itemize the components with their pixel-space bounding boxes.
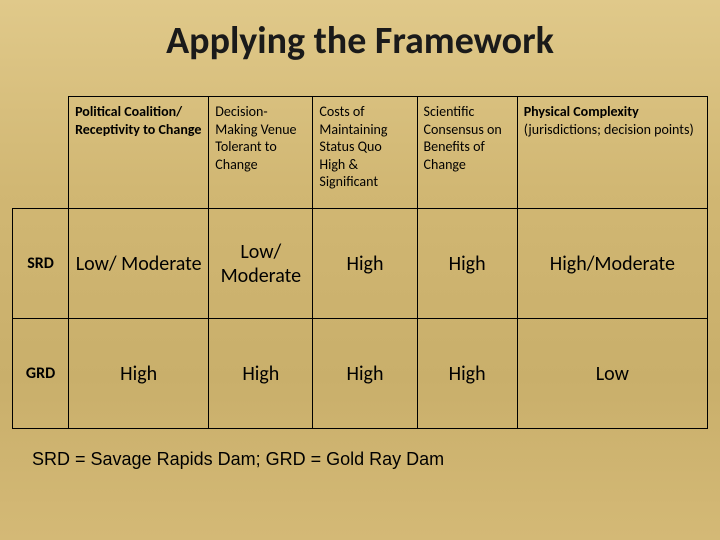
slide: Applying the Framework Political Coaliti… <box>0 0 720 540</box>
cell-srd-2: Low/ Moderate <box>209 209 313 319</box>
col-header-5-sub: (jurisdictions; decision points) <box>524 121 694 138</box>
col-header-2: Decision-Making Venue Tolerant to Change <box>209 97 313 209</box>
slide-title: Applying the Framework <box>0 18 720 64</box>
cell-srd-4: High <box>417 209 517 319</box>
column-header-row: Political Coalition/ Receptivity to Chan… <box>13 97 708 209</box>
table-row: SRD Low/ Moderate Low/ Moderate High Hig… <box>13 209 708 319</box>
col-header-4: Scientific Consensus on Benefits of Chan… <box>417 97 517 209</box>
cell-grd-5: Low <box>517 319 707 429</box>
cell-grd-3: High <box>313 319 417 429</box>
footnote: SRD = Savage Rapids Dam; GRD = Gold Ray … <box>32 449 720 470</box>
row-label-srd: SRD <box>13 209 69 319</box>
col-header-5: Physical Complexity (jurisdictions; deci… <box>517 97 707 209</box>
col-header-5-main: Physical Complexity <box>524 103 639 120</box>
framework-table-container: Political Coalition/ Receptivity to Chan… <box>12 96 708 429</box>
col-header-3-main: Costs of Maintaining Status Quo High & S… <box>319 103 387 190</box>
col-header-3: Costs of Maintaining Status Quo High & S… <box>313 97 417 209</box>
row-label-grd: GRD <box>13 319 69 429</box>
col-header-4-main: Scientific Consensus on Benefits of Chan… <box>424 103 502 173</box>
blank-corner <box>13 97 69 209</box>
col-header-1-main: Political Coalition/ Receptivity to Chan… <box>75 103 201 138</box>
cell-srd-3: High <box>313 209 417 319</box>
cell-srd-1: Low/ Moderate <box>69 209 209 319</box>
framework-table: Political Coalition/ Receptivity to Chan… <box>12 96 708 429</box>
cell-grd-4: High <box>417 319 517 429</box>
cell-srd-5: High/Moderate <box>517 209 707 319</box>
col-header-2-main: Decision-Making Venue Tolerant to Change <box>215 103 296 173</box>
col-header-1: Political Coalition/ Receptivity to Chan… <box>69 97 209 209</box>
table-row: GRD High High High High Low <box>13 319 708 429</box>
cell-grd-1: High <box>69 319 209 429</box>
cell-grd-2: High <box>209 319 313 429</box>
